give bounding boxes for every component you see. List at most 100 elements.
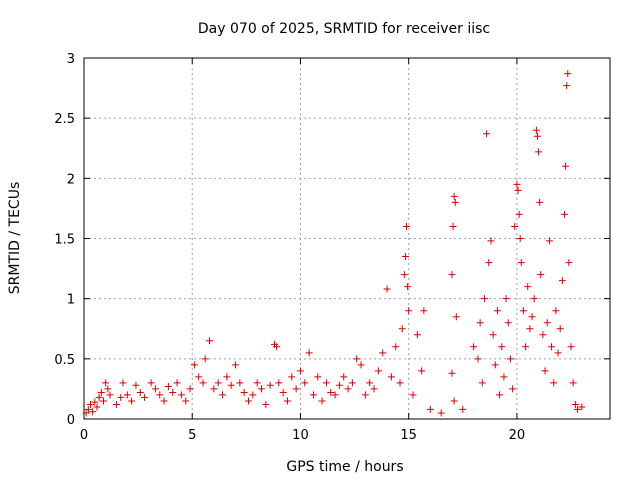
data-point (528, 313, 536, 321)
data-point (548, 343, 556, 351)
y-tick-label: 2.5 (54, 112, 75, 127)
data-point (106, 391, 114, 399)
x-axis: 0 5 10 15 20 (80, 58, 525, 443)
data-point (403, 222, 411, 230)
data-point (530, 295, 538, 303)
data-point (565, 259, 573, 267)
data-point (219, 391, 227, 399)
data-point (301, 379, 309, 387)
data-point (409, 391, 417, 399)
data-point (515, 210, 523, 218)
data-point (374, 367, 382, 375)
data-point (91, 398, 99, 406)
data-point (448, 271, 456, 279)
data-point (562, 162, 570, 170)
data-point (470, 343, 478, 351)
data-point (519, 307, 527, 315)
data-point (418, 367, 426, 375)
data-point (136, 389, 144, 397)
data-point (533, 132, 541, 140)
data-point (292, 385, 300, 393)
data-point (500, 373, 508, 381)
data-point (279, 389, 287, 397)
grid (84, 58, 610, 419)
data-point (398, 325, 406, 333)
data-point (318, 397, 326, 405)
data-point (526, 325, 534, 333)
data-point (173, 379, 181, 387)
data-point (82, 409, 90, 417)
data-point (450, 192, 458, 200)
data-point (296, 367, 304, 375)
data-point (117, 393, 125, 401)
data-point (478, 379, 486, 387)
data-point (539, 331, 547, 339)
data-point (571, 401, 579, 409)
chart-title: Day 070 of 2025, SRMTID for receiver iis… (198, 21, 490, 37)
data-point (392, 343, 400, 351)
data-point (563, 82, 571, 90)
data-point (112, 401, 120, 409)
data-point (452, 313, 460, 321)
data-point (491, 361, 499, 369)
data-point (561, 210, 569, 218)
data-point (387, 373, 395, 381)
data-point (314, 373, 322, 381)
data-point (182, 397, 190, 405)
data-point (102, 379, 110, 387)
data-point (266, 381, 274, 389)
data-point (383, 285, 391, 293)
data-point (353, 355, 361, 363)
data-point (93, 403, 101, 411)
data-point (275, 379, 283, 387)
data-point (405, 307, 413, 315)
data-point (413, 331, 421, 339)
y-axis-label: SRMTID / TECUs (7, 182, 23, 295)
data-point (309, 391, 317, 399)
data-point (84, 405, 92, 413)
data-point (119, 379, 127, 387)
data-point (437, 409, 445, 417)
data-point (97, 389, 105, 397)
data-point (151, 385, 159, 393)
data-point (201, 355, 209, 363)
data-point (257, 385, 265, 393)
data-point (496, 391, 504, 399)
y-tick-label: 0.5 (54, 353, 75, 368)
y-axis: 0 0.5 1 1.5 2 2.5 3 (54, 52, 610, 428)
y-tick-label: 1 (67, 293, 75, 308)
data-point (524, 283, 532, 291)
data-point (322, 379, 330, 387)
data-point (89, 408, 97, 416)
data-point (502, 295, 510, 303)
x-tick-label: 0 (80, 428, 88, 443)
data-point (489, 331, 497, 339)
data-point (511, 222, 519, 230)
data-point (366, 379, 374, 387)
data-point (232, 361, 240, 369)
data-point (493, 307, 501, 315)
data-point (195, 373, 203, 381)
data-point (476, 319, 484, 327)
data-point (459, 405, 467, 413)
data-point (480, 295, 488, 303)
data-point (451, 198, 459, 206)
data-point (245, 397, 253, 405)
data-point (236, 379, 244, 387)
data-point (474, 355, 482, 363)
x-tick-label: 15 (400, 428, 417, 443)
y-tick-label: 3 (67, 52, 75, 67)
data-point (344, 385, 352, 393)
y-tick-label: 2 (67, 172, 75, 187)
data-point (558, 277, 566, 285)
data-point (404, 283, 412, 291)
data-point (348, 379, 356, 387)
data-point (223, 373, 231, 381)
data-point (483, 130, 491, 138)
data-point (370, 385, 378, 393)
data-point (86, 401, 94, 409)
data-point (206, 337, 214, 345)
data-point (516, 235, 524, 242)
data-point (532, 126, 540, 134)
data-point (485, 259, 493, 267)
